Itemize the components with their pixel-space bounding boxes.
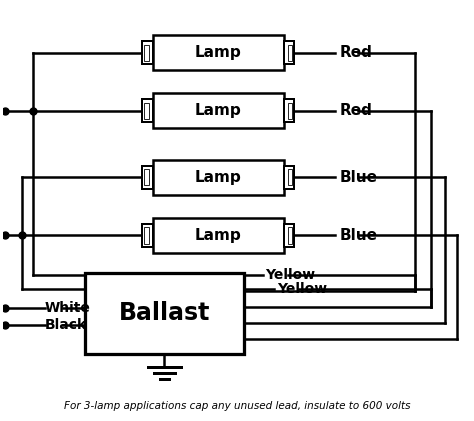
- Text: Blue: Blue: [340, 228, 378, 243]
- Text: Lamp: Lamp: [195, 170, 242, 185]
- Bar: [153, 93, 284, 128]
- Bar: [153, 35, 284, 70]
- Text: Black: Black: [45, 318, 87, 332]
- Text: Blue: Blue: [340, 170, 378, 185]
- Bar: [142, 99, 153, 122]
- Bar: [284, 224, 294, 247]
- Bar: [284, 41, 294, 64]
- Bar: [142, 41, 153, 64]
- Bar: [288, 103, 292, 119]
- Text: Lamp: Lamp: [195, 228, 242, 243]
- Text: White: White: [45, 301, 91, 315]
- Bar: [144, 103, 149, 119]
- Text: Yellow: Yellow: [265, 268, 315, 282]
- Bar: [284, 99, 294, 122]
- Bar: [85, 273, 244, 354]
- Bar: [144, 227, 149, 243]
- Bar: [142, 166, 153, 189]
- Text: Red: Red: [340, 45, 373, 60]
- Bar: [288, 45, 292, 61]
- Bar: [144, 169, 149, 185]
- Bar: [288, 227, 292, 243]
- Bar: [153, 218, 284, 253]
- Bar: [288, 169, 292, 185]
- Text: Ballast: Ballast: [118, 301, 210, 325]
- Bar: [284, 166, 294, 189]
- Text: For 3-lamp applications cap any unused lead, insulate to 600 volts: For 3-lamp applications cap any unused l…: [64, 401, 410, 411]
- Bar: [144, 45, 149, 61]
- Text: Lamp: Lamp: [195, 103, 242, 118]
- Bar: [142, 224, 153, 247]
- Text: Lamp: Lamp: [195, 45, 242, 60]
- Bar: [153, 160, 284, 195]
- Text: Yellow: Yellow: [277, 282, 327, 296]
- Text: Red: Red: [340, 103, 373, 118]
